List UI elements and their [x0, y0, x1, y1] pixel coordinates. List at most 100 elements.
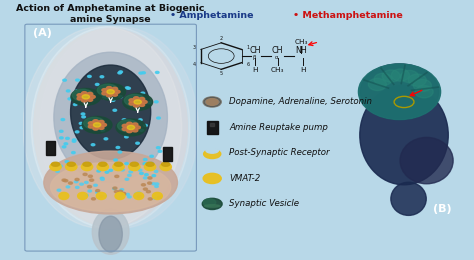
- Text: Dopamine, Adrenaline, Serotonin: Dopamine, Adrenaline, Serotonin: [229, 98, 373, 106]
- Text: 3: 3: [193, 45, 196, 50]
- Circle shape: [146, 191, 150, 193]
- Ellipse shape: [153, 192, 163, 199]
- Circle shape: [77, 97, 82, 100]
- Circle shape: [150, 155, 154, 157]
- Circle shape: [76, 79, 79, 81]
- Circle shape: [100, 76, 104, 78]
- Ellipse shape: [413, 79, 431, 92]
- Circle shape: [125, 87, 129, 89]
- Circle shape: [141, 184, 146, 186]
- Circle shape: [83, 173, 87, 176]
- Circle shape: [127, 87, 130, 89]
- Circle shape: [59, 130, 63, 132]
- Circle shape: [88, 175, 92, 177]
- Ellipse shape: [146, 162, 154, 166]
- Circle shape: [132, 123, 138, 126]
- Circle shape: [118, 151, 122, 153]
- Circle shape: [134, 97, 139, 100]
- Circle shape: [134, 104, 139, 107]
- Circle shape: [111, 99, 115, 101]
- Circle shape: [152, 175, 155, 177]
- Ellipse shape: [204, 205, 220, 207]
- Circle shape: [129, 99, 135, 102]
- Ellipse shape: [115, 192, 125, 199]
- Text: VMAT-2: VMAT-2: [229, 174, 261, 183]
- Circle shape: [96, 190, 100, 192]
- Circle shape: [82, 116, 112, 133]
- Circle shape: [88, 185, 91, 188]
- Circle shape: [155, 185, 158, 187]
- Circle shape: [87, 98, 93, 101]
- Circle shape: [127, 122, 132, 125]
- Ellipse shape: [391, 182, 426, 215]
- Ellipse shape: [44, 151, 177, 214]
- Circle shape: [104, 138, 108, 140]
- Circle shape: [82, 95, 90, 99]
- Ellipse shape: [50, 163, 61, 171]
- Circle shape: [132, 129, 138, 132]
- Circle shape: [134, 100, 141, 104]
- Text: Action of Amphetamine at Biogenic
amine Synapse: Action of Amphetamine at Biogenic amine …: [17, 4, 205, 24]
- Circle shape: [72, 140, 76, 142]
- Circle shape: [136, 166, 139, 168]
- Ellipse shape: [97, 163, 109, 171]
- Circle shape: [141, 92, 145, 94]
- Circle shape: [80, 127, 84, 129]
- Circle shape: [71, 88, 100, 105]
- Circle shape: [102, 92, 107, 95]
- Circle shape: [128, 196, 131, 198]
- Circle shape: [99, 126, 104, 129]
- Circle shape: [97, 84, 118, 96]
- Circle shape: [101, 129, 105, 132]
- Circle shape: [88, 122, 94, 125]
- Ellipse shape: [40, 27, 198, 228]
- Circle shape: [90, 179, 94, 181]
- Circle shape: [154, 197, 157, 199]
- Circle shape: [100, 178, 104, 180]
- Circle shape: [86, 121, 89, 123]
- Circle shape: [122, 124, 128, 127]
- Circle shape: [203, 97, 221, 107]
- Text: α: α: [275, 55, 278, 60]
- Circle shape: [107, 90, 114, 94]
- Ellipse shape: [360, 64, 439, 120]
- Circle shape: [120, 189, 124, 191]
- Circle shape: [93, 123, 100, 127]
- Circle shape: [82, 116, 85, 118]
- Circle shape: [63, 79, 66, 81]
- Circle shape: [144, 159, 147, 161]
- Circle shape: [109, 169, 112, 171]
- Circle shape: [206, 99, 218, 105]
- Ellipse shape: [67, 162, 75, 166]
- Circle shape: [136, 142, 139, 144]
- Circle shape: [121, 169, 124, 171]
- Circle shape: [93, 120, 98, 123]
- Circle shape: [90, 95, 95, 98]
- Circle shape: [73, 89, 93, 101]
- Circle shape: [147, 182, 152, 184]
- Ellipse shape: [360, 85, 448, 185]
- Circle shape: [56, 170, 59, 172]
- Circle shape: [139, 103, 145, 106]
- Ellipse shape: [132, 99, 136, 100]
- Circle shape: [139, 72, 143, 74]
- Circle shape: [93, 127, 98, 130]
- Circle shape: [152, 183, 155, 185]
- Ellipse shape: [160, 163, 172, 171]
- Text: 1: 1: [246, 45, 249, 50]
- Circle shape: [148, 198, 152, 200]
- Circle shape: [119, 195, 123, 197]
- Circle shape: [68, 182, 73, 184]
- Circle shape: [112, 88, 116, 90]
- Circle shape: [88, 190, 91, 192]
- Ellipse shape: [134, 192, 144, 199]
- Circle shape: [143, 163, 146, 165]
- Circle shape: [73, 103, 77, 106]
- Circle shape: [64, 143, 68, 145]
- Ellipse shape: [400, 137, 453, 184]
- Text: NH: NH: [295, 46, 307, 55]
- Ellipse shape: [71, 65, 151, 159]
- Circle shape: [203, 173, 221, 184]
- Circle shape: [128, 129, 132, 132]
- Circle shape: [156, 147, 160, 149]
